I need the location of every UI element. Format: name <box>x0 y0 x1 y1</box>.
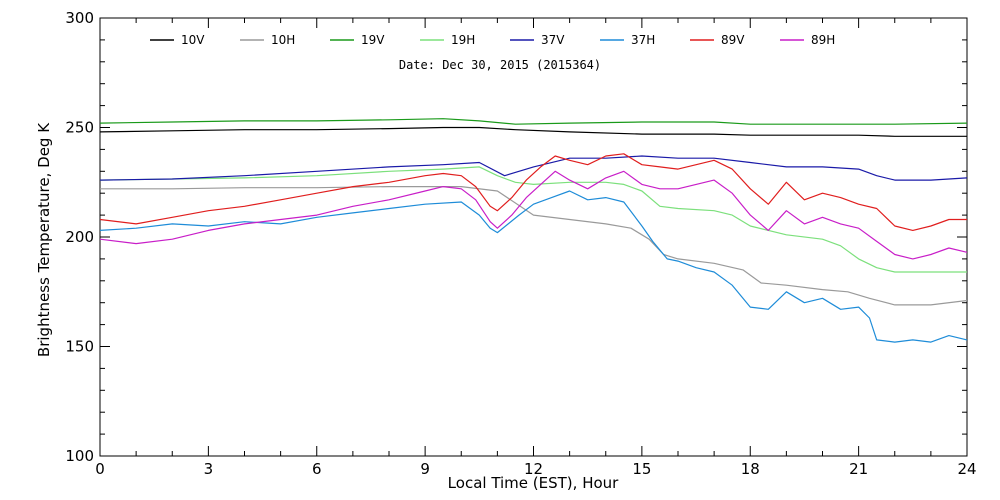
legend-label-37h: 37H <box>631 33 655 47</box>
y-tick-label: 200 <box>65 228 94 246</box>
legend-label-89v: 89V <box>721 33 745 47</box>
legend-label-19v: 19V <box>361 33 385 47</box>
series-line-89v <box>99 153 967 231</box>
legend-label-89h: 89H <box>811 33 835 47</box>
plot-frame <box>99 17 968 457</box>
series-lines <box>99 118 968 343</box>
x-tick-label: 6 <box>312 460 322 478</box>
y-tick-label: 250 <box>65 119 94 137</box>
series-line-37v <box>99 155 968 181</box>
y-tick-label: 100 <box>65 447 94 465</box>
x-tick-label: 24 <box>957 460 976 478</box>
series-line-10h <box>100 186 968 306</box>
x-tick-label: 9 <box>420 460 430 478</box>
y-tick-label: 300 <box>65 9 94 27</box>
series-line-10v <box>99 126 967 137</box>
y-axis-label: Brightness Temperature, Deg K <box>35 122 53 357</box>
x-tick-label: 3 <box>204 460 214 478</box>
legend-label-37v: 37V <box>541 33 565 47</box>
series-line-19h <box>99 166 967 273</box>
series-line-37h <box>99 190 968 343</box>
legend-label-10v: 10V <box>181 33 205 47</box>
date-annotation: Date: Dec 30, 2015 (2015364) <box>399 58 601 72</box>
series-line-89h <box>99 170 968 260</box>
x-tick-label: 0 <box>95 460 105 478</box>
axis-ticks: 0 3 6 9 12 15 18 21 24 100 150 200 250 300 <box>65 9 976 478</box>
x-tick-label: 12 <box>524 460 543 478</box>
x-axis-label: Local Time (EST), Hour <box>448 474 619 492</box>
legend: 10V 10H 19V 19H 37V 37H 89V 89H <box>150 33 835 47</box>
x-tick-label: 21 <box>849 460 868 478</box>
y-tick-label: 150 <box>65 338 94 356</box>
series-line-19v <box>99 118 968 125</box>
x-tick-label: 15 <box>632 460 651 478</box>
legend-label-19h: 19H <box>451 33 475 47</box>
x-tick-label: 18 <box>741 460 760 478</box>
legend-label-10h: 10H <box>271 33 295 47</box>
